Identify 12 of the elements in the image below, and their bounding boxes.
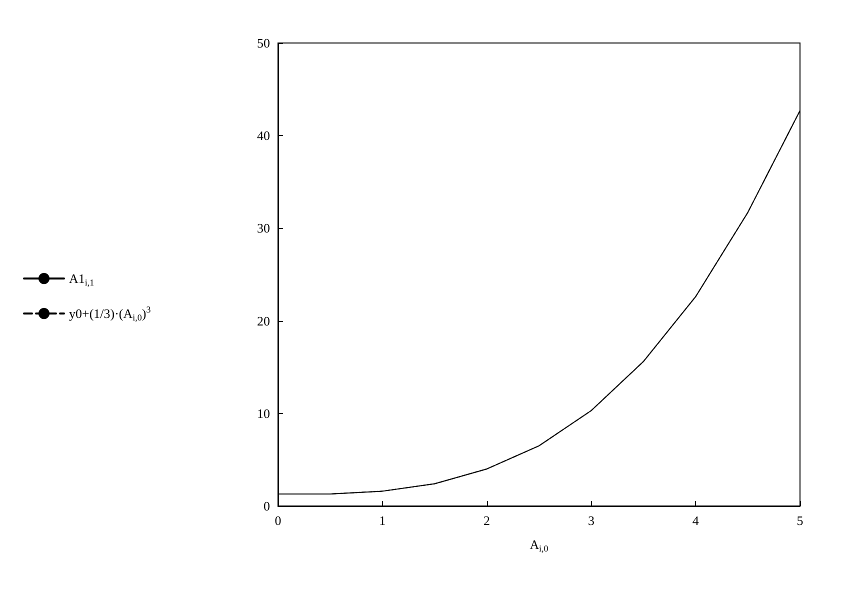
- y-tick-label: 0: [264, 498, 270, 514]
- x-tick-label: 2: [484, 513, 490, 528]
- x-tick-label: 5: [796, 513, 804, 528]
- x-tick-label: 0: [274, 513, 282, 528]
- y-tick-label: 20: [257, 313, 270, 328]
- y-tick-label: 30: [257, 220, 270, 236]
- x-tick-label: 4: [692, 513, 700, 528]
- x-tick-label: 1: [379, 513, 386, 528]
- x-tick-label: 3: [588, 513, 594, 528]
- y-tick-label: 40: [257, 128, 270, 144]
- y-tick-label: 50: [257, 36, 270, 50]
- y-tick-label: 10: [257, 406, 270, 421]
